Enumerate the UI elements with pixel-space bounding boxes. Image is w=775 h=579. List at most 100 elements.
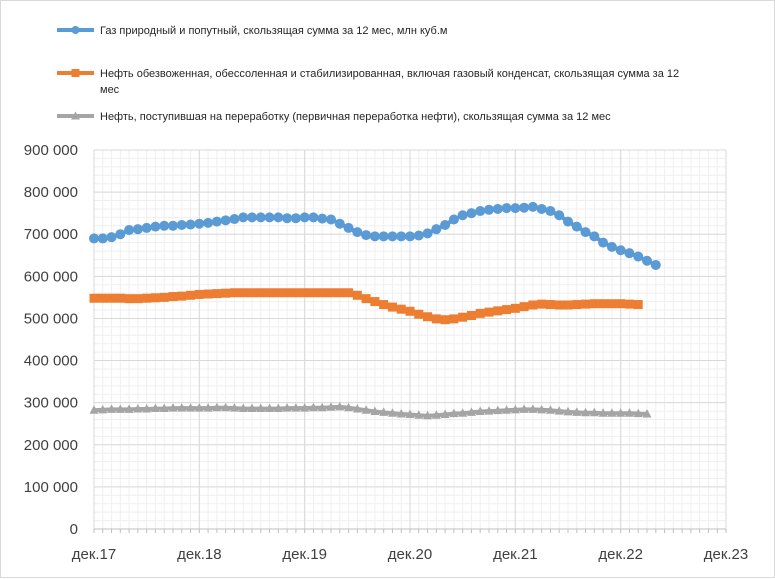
data-point-gas	[624, 248, 635, 259]
data-point-gas	[229, 214, 240, 225]
data-point-gas	[106, 232, 117, 243]
data-point-refining	[212, 402, 222, 412]
data-point-oil	[115, 293, 125, 303]
data-point-gas	[650, 259, 661, 270]
data-point-gas	[299, 212, 310, 223]
data-point-gas	[422, 228, 433, 239]
data-point-refining	[150, 403, 160, 413]
data-point-refining	[598, 408, 608, 417]
data-point-oil	[537, 299, 547, 309]
data-point-oil	[308, 288, 318, 298]
data-point-gas	[642, 255, 652, 266]
data-point-oil	[633, 300, 643, 310]
data-point-oil	[545, 300, 555, 310]
data-point-oil	[414, 309, 424, 319]
data-point-refining	[221, 402, 231, 412]
data-point-refining	[159, 403, 169, 413]
data-point-gas	[378, 231, 389, 242]
data-point-refining	[203, 403, 213, 412]
data-point-oil	[387, 302, 397, 312]
data-point-refining	[642, 409, 652, 418]
data-point-oil	[458, 312, 468, 322]
data-point-refining	[589, 407, 599, 417]
data-point-oil	[449, 314, 459, 324]
data-point-oil	[194, 289, 204, 299]
data-point-gas	[132, 224, 143, 235]
data-point-oil	[581, 299, 591, 309]
data-point-gas	[264, 212, 275, 223]
data-point-refining	[528, 404, 538, 413]
data-point-oil	[282, 288, 292, 298]
y-tick-label: 800 000	[24, 184, 78, 201]
data-point-gas	[448, 214, 459, 225]
data-point-oil	[203, 289, 213, 299]
y-tick-label: 400 000	[24, 353, 78, 370]
data-point-refining	[396, 409, 406, 418]
data-point-gas	[615, 245, 626, 256]
data-point-refining	[387, 408, 397, 417]
legend-label-refining: Нефть, поступившая на переработку (перви…	[100, 111, 611, 123]
data-point-refining	[502, 405, 512, 414]
data-point-refining	[370, 406, 380, 416]
data-point-oil	[396, 304, 406, 314]
data-point-refining	[563, 406, 573, 416]
data-point-oil	[98, 293, 108, 303]
data-point-oil	[221, 288, 231, 298]
data-point-oil	[361, 294, 371, 304]
y-tick-label: 900 000	[24, 142, 78, 159]
data-point-oil	[379, 300, 389, 310]
data-point-gas	[527, 201, 538, 212]
data-point-refining	[440, 409, 450, 418]
data-point-gas	[598, 237, 609, 248]
y-tick-label: 100 000	[24, 479, 78, 496]
series-refining	[89, 401, 652, 420]
data-point-refining	[449, 408, 459, 418]
data-point-gas	[334, 218, 345, 229]
major-gridlines	[93, 149, 727, 530]
data-point-oil	[335, 288, 345, 298]
data-point-oil	[124, 294, 134, 304]
data-point-gas	[361, 230, 372, 241]
data-point-gas	[308, 212, 319, 223]
data-point-oil	[150, 293, 160, 303]
data-point-gas	[317, 213, 328, 224]
data-point-refining	[186, 403, 196, 412]
data-point-gas	[369, 231, 380, 242]
data-point-gas	[89, 233, 99, 244]
data-point-refining	[616, 408, 626, 417]
data-point-oil	[89, 293, 99, 303]
data-point-gas	[519, 202, 530, 213]
data-point-oil	[212, 289, 222, 299]
x-axis-tick-labels: дек.17 дек.18 дек.19 дек.20 дек.21 дек.22 дек.…	[72, 546, 749, 563]
data-point-oil	[186, 290, 196, 300]
data-point-refining	[554, 406, 564, 415]
data-point-gas	[545, 206, 556, 217]
data-point-oil	[344, 288, 354, 298]
data-point-oil	[300, 288, 310, 298]
data-point-refining	[466, 407, 476, 416]
data-point-refining	[405, 409, 415, 418]
data-point-gas	[606, 241, 617, 252]
data-point-oil	[607, 299, 617, 309]
data-point-oil	[317, 288, 327, 298]
data-point-refining	[335, 401, 345, 411]
data-point-oil	[519, 302, 529, 312]
data-point-refining	[510, 404, 520, 414]
data-point-refining	[238, 403, 248, 413]
data-point-refining	[572, 407, 582, 416]
data-point-refining	[326, 402, 336, 411]
data-point-refining	[633, 408, 643, 418]
data-point-oil	[265, 288, 275, 298]
legend-marker-circle-icon	[71, 26, 80, 34]
data-point-refining	[308, 402, 318, 412]
data-point-gas	[554, 210, 565, 221]
data-point-gas	[387, 231, 398, 242]
data-point-oil	[563, 300, 573, 310]
data-point-oil	[326, 288, 336, 298]
data-point-gas	[238, 212, 249, 223]
data-point-gas	[563, 216, 573, 227]
data-point-refining	[168, 403, 178, 412]
data-point-gas	[457, 210, 468, 221]
data-point-oil	[431, 314, 441, 324]
